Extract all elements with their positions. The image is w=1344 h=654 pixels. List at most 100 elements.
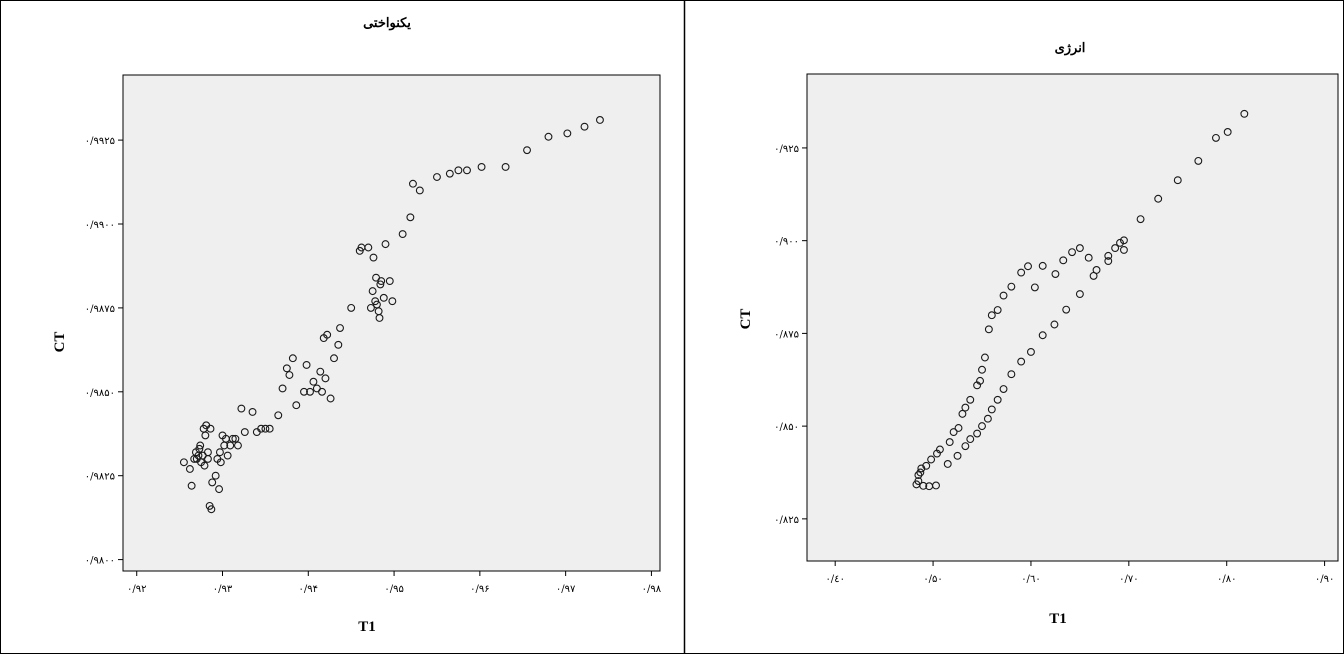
data-point — [326, 394, 335, 403]
data-point — [368, 287, 377, 296]
data-point — [381, 240, 390, 249]
x-tick-label: ۰/۹۲ — [127, 584, 146, 595]
x-tick-label: ۰/۷۰ — [1119, 574, 1138, 585]
data-point — [278, 384, 287, 393]
data-point — [207, 505, 216, 514]
x-tick-label: ۰/۹۸ — [642, 584, 662, 595]
x-axis-label: T1 — [1049, 611, 1067, 627]
data-point — [240, 428, 249, 437]
x-tick-label: ۰/۹۴ — [299, 584, 318, 595]
data-point — [369, 253, 378, 262]
data-point — [408, 179, 417, 188]
data-point — [1038, 261, 1047, 270]
data-point — [179, 458, 188, 467]
x-tick-label: ۰/۹۰ — [1315, 574, 1334, 585]
x-tick-label: ۰/۹۶ — [470, 584, 489, 595]
data-point — [916, 468, 925, 477]
data-point — [999, 291, 1008, 300]
data-point — [983, 414, 992, 423]
data-point — [318, 387, 326, 396]
y-axis: ۰/۹۸۰۰ ۰/۹۸۲۵ ۰/۹۸۵۰ ۰/۹۸۷۵ ۰/۹۹۰۰ ۰/۹۹۲۵ — [85, 136, 123, 567]
data-point — [1116, 238, 1124, 247]
data-point — [321, 374, 330, 383]
data-point — [1240, 109, 1249, 118]
data-point — [999, 385, 1008, 393]
data-point — [375, 314, 384, 322]
data-point — [1024, 262, 1032, 271]
data-point — [185, 465, 194, 473]
chart-title: یکنواختی — [363, 16, 411, 31]
data-point — [330, 354, 338, 363]
data-point — [1038, 331, 1047, 340]
data-point — [228, 434, 237, 443]
data-point — [935, 445, 944, 454]
y-tick-label: ۰/۹۸۲۵ — [85, 472, 115, 483]
data-point — [978, 365, 986, 374]
data-point — [208, 478, 217, 487]
data-point — [211, 471, 220, 480]
data-point — [316, 367, 325, 376]
data-point — [366, 303, 375, 312]
data-point — [215, 448, 224, 457]
data-point — [1050, 320, 1059, 329]
data-point — [1051, 270, 1060, 278]
data-point — [501, 163, 510, 171]
data-point — [919, 481, 928, 490]
data-point — [563, 129, 572, 138]
data-point — [1007, 370, 1016, 379]
data-point — [1194, 156, 1203, 165]
data-point — [300, 387, 308, 396]
data-point — [196, 441, 205, 450]
data-point — [596, 116, 604, 124]
plot-area — [122, 74, 661, 572]
data-point — [1075, 244, 1084, 253]
data-point — [336, 324, 344, 332]
data-point — [406, 213, 415, 222]
data-point — [206, 424, 215, 433]
data-point — [987, 405, 996, 414]
data-point — [248, 407, 257, 416]
plot-area — [806, 73, 1339, 562]
x-tick-label: ۰/۸۰ — [1217, 574, 1236, 585]
data-point — [993, 395, 1002, 404]
x-axis: ۰/٤۰ ۰/۵۰ ۰/٦۰ ۰/۷۰ ۰/۸۰ ۰/۹۰ — [825, 561, 1334, 585]
data-point — [993, 306, 1002, 314]
data-point — [433, 173, 441, 181]
data-point — [958, 409, 967, 418]
y-tick-label: ۰/۹۹۰۰ — [85, 220, 115, 231]
y-tick-label: ۰/۸۷۵ — [774, 329, 799, 340]
data-point — [1068, 248, 1077, 257]
points — [912, 109, 1249, 491]
data-point — [347, 303, 356, 312]
x-axis: ۰/۹۲ ۰/۹۳ ۰/۹۴ ۰/۹۵ ۰/۹۶ ۰/۹۷ ۰/۹۸ — [127, 571, 662, 595]
data-point — [203, 454, 212, 463]
data-point — [463, 166, 471, 175]
data-point — [976, 376, 985, 385]
y-tick-label: ۰/۹۸۰۰ — [85, 556, 115, 567]
data-point — [216, 458, 225, 467]
x-tick-label: ۰/۵۰ — [923, 574, 942, 585]
x-axis-label: T1 — [358, 619, 376, 635]
data-point — [966, 435, 975, 444]
data-point — [544, 132, 553, 141]
data-point — [1059, 256, 1068, 265]
data-point — [477, 163, 486, 171]
data-point — [1223, 128, 1232, 136]
data-point — [306, 387, 314, 396]
data-point — [334, 340, 343, 349]
data-point — [1119, 236, 1128, 245]
y-tick-label: ۰/۸۲۵ — [774, 515, 799, 526]
x-tick-label: ۰/٤۰ — [825, 574, 845, 585]
data-point — [385, 277, 394, 286]
data-point — [914, 477, 923, 485]
y-axis-label: CT — [52, 332, 68, 353]
x-tick-label: ۰/٦۰ — [1021, 574, 1041, 585]
y-axis-label: CT — [738, 309, 754, 330]
data-point — [1026, 347, 1035, 356]
y-tick-label: ۰/۹۸۷۵ — [85, 304, 115, 315]
data-point — [292, 401, 301, 410]
data-point — [1154, 194, 1163, 203]
data-point — [282, 364, 291, 373]
data-point — [961, 442, 970, 451]
data-point — [201, 431, 210, 440]
